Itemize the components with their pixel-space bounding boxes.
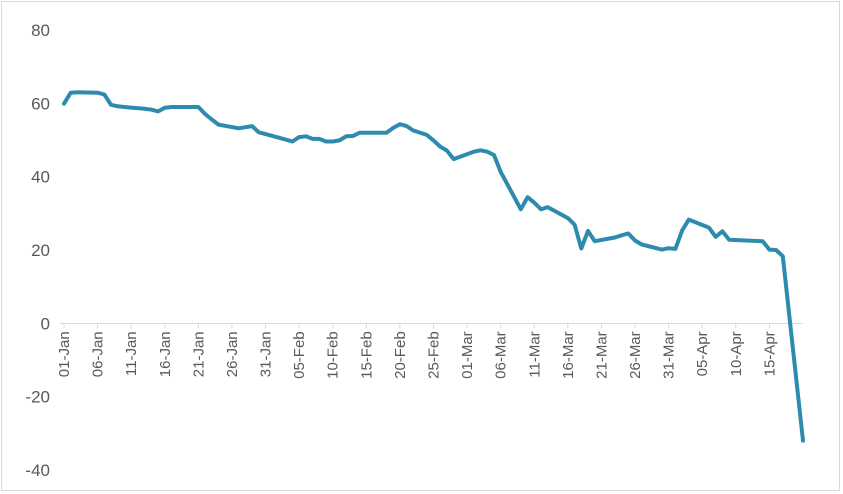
- y-tick-label: 40: [31, 168, 50, 187]
- x-tick-label: 01-Jan: [56, 331, 73, 377]
- x-tick-label: 11-Mar: [526, 331, 543, 377]
- x-tick-label: 26-Mar: [627, 331, 644, 379]
- x-tick-label: 21-Jan: [190, 331, 207, 377]
- x-tick-label: 01-Mar: [459, 331, 476, 379]
- x-axis-ticks: 01-Jan 06-Jan 11-Jan 16-Jan 21-Jan 26-Jan 31-J…: [56, 323, 778, 379]
- x-tick-label: 06-Jan: [90, 331, 107, 377]
- x-tick-label: 15-Apr: [761, 331, 778, 376]
- x-tick-label: 05-Apr: [694, 331, 711, 376]
- x-tick-label: 16-Jan: [157, 331, 174, 377]
- y-tick-label: -40: [25, 461, 50, 480]
- y-axis-ticks: 80 60 40 20 0 -20 -40: [25, 21, 50, 480]
- x-tick-label: 25-Feb: [426, 331, 443, 379]
- y-tick-label: 0: [41, 314, 50, 333]
- x-tick-label: 31-Jan: [258, 331, 275, 377]
- series-line: [62, 90, 805, 443]
- x-tick-label: 15-Feb: [358, 331, 375, 379]
- x-tick-label: 26-Jan: [224, 331, 241, 377]
- y-tick-label: 60: [31, 94, 50, 113]
- y-tick-label: -20: [25, 388, 50, 407]
- x-tick-label: 31-Mar: [661, 331, 678, 379]
- x-tick-label: 10-Apr: [728, 331, 745, 376]
- x-tick-label: 06-Mar: [493, 331, 510, 379]
- y-tick-label: 20: [31, 241, 50, 260]
- x-tick-label: 05-Feb: [291, 331, 308, 379]
- x-tick-label: 21-Mar: [593, 331, 610, 379]
- x-tick-label: 10-Feb: [325, 331, 342, 379]
- x-tick-label: 11-Jan: [123, 331, 140, 376]
- y-tick-label: 80: [31, 21, 50, 40]
- x-tick-label: 16-Mar: [560, 331, 577, 379]
- x-tick-label: 20-Feb: [392, 331, 409, 379]
